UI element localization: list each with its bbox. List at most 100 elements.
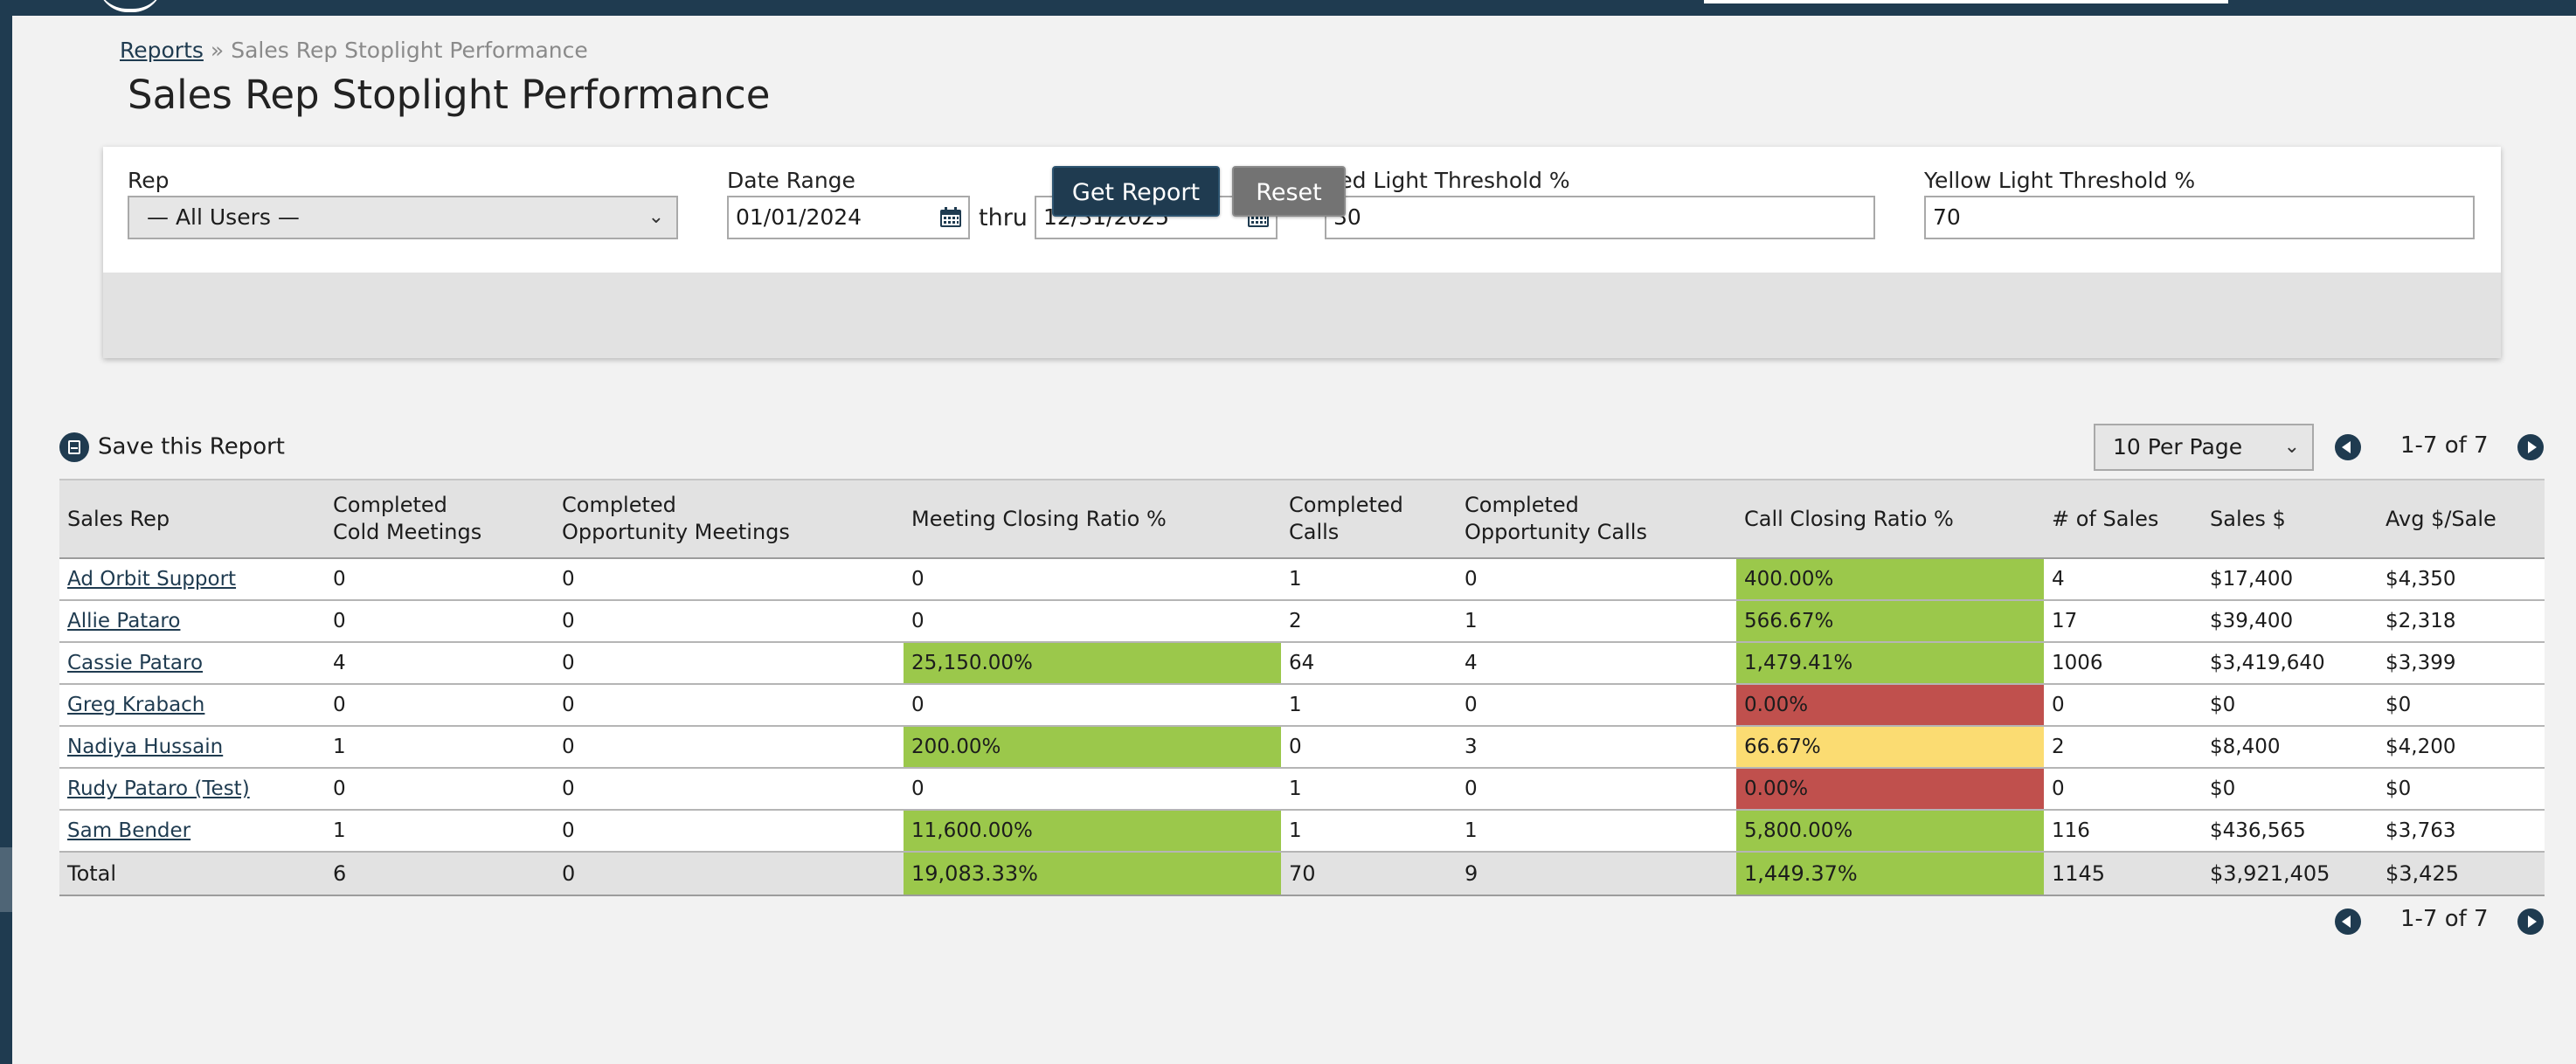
sales-rep-link[interactable]: Cassie Pataro [67,652,204,674]
yellow-threshold-value: 70 [1933,204,1961,230]
avg-sale-cell: $0 [2378,684,2545,727]
column-header-text: Opportunity Meetings [562,520,790,544]
top-navigation-bar [0,0,2576,16]
sales-rep-link[interactable]: Sam Bender [67,819,191,842]
meeting-ratio-cell: 0 [904,768,1281,811]
sales-rep-cell: Sam Bender [59,810,325,853]
opportunity-meetings-cell: 0 [554,852,904,896]
column-header: Avg $/Sale [2378,479,2545,559]
sales-amount-cell: $8,400 [2202,726,2378,769]
breadcrumb-reports-link[interactable]: Reports [120,38,204,63]
date-range-label: Date Range [727,168,855,193]
sales-count-cell: 2 [2044,726,2202,769]
calendar-icon[interactable] [938,206,963,229]
sales-rep-link[interactable]: Greg Krabach [67,694,205,716]
red-threshold-input[interactable]: 30 [1325,196,1875,239]
per-page-select[interactable]: 10 Per Page ⌄ [2094,424,2314,471]
sales-rep-link[interactable]: Ad Orbit Support [67,568,237,591]
column-header-text: Sales $ [2210,506,2286,531]
start-date-value: 01/01/2024 [736,204,862,230]
call-ratio-cell: 1,479.41% [1736,642,2044,685]
start-date-input[interactable]: 01/01/2024 [727,196,970,239]
calls-cell: 64 [1281,642,1457,685]
opportunity-meetings-cell: 0 [554,684,904,727]
cold-meetings-cell: 0 [325,684,554,727]
table-row: Greg Krabach 0 0 0 1 0 0.00% 0 $0 $0 [59,684,2545,727]
column-header-text: Call Closing Ratio % [1744,506,1954,531]
meeting-ratio-cell: 25,150.00% [904,642,1281,685]
meeting-ratio-cell: 19,083.33% [904,852,1281,896]
sidebar-toggle-tab[interactable] [0,847,12,912]
avg-sale-cell: $4,350 [2378,558,2545,601]
global-search-input[interactable] [1704,0,2228,3]
sales-rep-cell: Rudy Pataro (Test) [59,768,325,811]
call-ratio-cell: 5,800.00% [1736,810,2044,853]
call-ratio-cell: 66.67% [1736,726,2044,769]
opportunity-meetings-cell: 0 [554,600,904,643]
rep-select[interactable]: — All Users — ⌄ [128,196,678,239]
sales-rep-cell: Total [59,852,325,896]
column-header-text: Cold Meetings [333,520,482,544]
reset-button[interactable]: Reset [1232,166,1346,217]
avg-sale-cell: $2,318 [2378,600,2545,643]
sales-count-cell: 1145 [2044,852,2202,896]
column-header: Call Closing Ratio % [1736,479,2044,559]
report-table: Sales Rep Completed Cold Meetings Completed… [59,479,2545,896]
meeting-ratio-cell: 200.00% [904,726,1281,769]
chevron-down-icon: ⌄ [2283,436,2300,458]
next-page-icon[interactable] [2517,909,2544,935]
column-header: # of Sales [2044,479,2202,559]
sales-rep-link[interactable]: Allie Pataro [67,610,181,632]
call-ratio-cell: 0.00% [1736,768,2044,811]
breadcrumb-separator: » [210,38,225,63]
cold-meetings-cell: 4 [325,642,554,685]
opportunity-calls-cell: 1 [1457,600,1736,643]
sales-amount-cell: $0 [2202,684,2378,727]
sales-count-cell: 116 [2044,810,2202,853]
column-header-text: Opportunity Calls [1465,520,1647,544]
table-row: Ad Orbit Support 0 0 0 1 0 400.00% 4 $17,400 $4,3… [59,558,2545,601]
sales-rep-cell: Cassie Pataro [59,642,325,685]
calls-cell: 2 [1281,600,1457,643]
sales-rep-link[interactable]: Rudy Pataro (Test) [67,777,250,800]
column-header: Completed Opportunity Meetings [554,479,904,559]
column-header-text: Completed [562,493,676,517]
prev-page-icon[interactable] [2335,434,2361,460]
cold-meetings-cell: 6 [325,852,554,896]
meeting-ratio-cell: 0 [904,558,1281,601]
calls-cell: 1 [1281,558,1457,601]
sales-count-cell: 0 [2044,684,2202,727]
table-row: Cassie Pataro 4 0 25,150.00% 64 4 1,479.41% 100… [59,642,2545,685]
logo[interactable] [98,0,163,12]
yellow-threshold-input[interactable]: 70 [1924,196,2475,239]
sales-amount-cell: $436,565 [2202,810,2378,853]
column-header-text: Meeting Closing Ratio % [911,506,1167,531]
sales-count-cell: 0 [2044,768,2202,811]
call-ratio-cell: 0.00% [1736,684,2044,727]
filter-actions: Get Report Reset [103,166,2501,358]
prev-page-icon[interactable] [2335,909,2361,935]
sales-rep-cell: Ad Orbit Support [59,558,325,601]
call-ratio-cell: 1,449.37% [1736,852,2044,896]
column-header: Sales Rep [59,479,325,559]
sales-amount-cell: $0 [2202,768,2378,811]
left-sidebar-rail [0,16,12,1064]
opportunity-meetings-cell: 0 [554,768,904,811]
opportunity-meetings-cell: 0 [554,558,904,601]
avg-sale-cell: $3,425 [2378,852,2545,896]
opportunity-meetings-cell: 0 [554,642,904,685]
per-page-value: 10 Per Page [2113,434,2243,459]
column-header: Sales $ [2202,479,2378,559]
avg-sale-cell: $0 [2378,768,2545,811]
get-report-button[interactable]: Get Report [1052,166,1220,217]
table-row: Allie Pataro 0 0 0 2 1 566.67% 17 $39,400 $2,318 [59,600,2545,643]
next-page-icon[interactable] [2517,434,2544,460]
opportunity-calls-cell: 1 [1457,810,1736,853]
table-body: Ad Orbit Support 0 0 0 1 0 400.00% 4 $17,400 $4,3… [59,558,2545,896]
yellow-threshold-label: Yellow Light Threshold % [1924,168,2196,193]
save-report-button[interactable]: Save this Report [59,432,285,462]
sales-rep-link[interactable]: Nadiya Hussain [67,736,224,758]
calls-cell: 1 [1281,768,1457,811]
sales-count-cell: 17 [2044,600,2202,643]
meeting-ratio-cell: 0 [904,600,1281,643]
